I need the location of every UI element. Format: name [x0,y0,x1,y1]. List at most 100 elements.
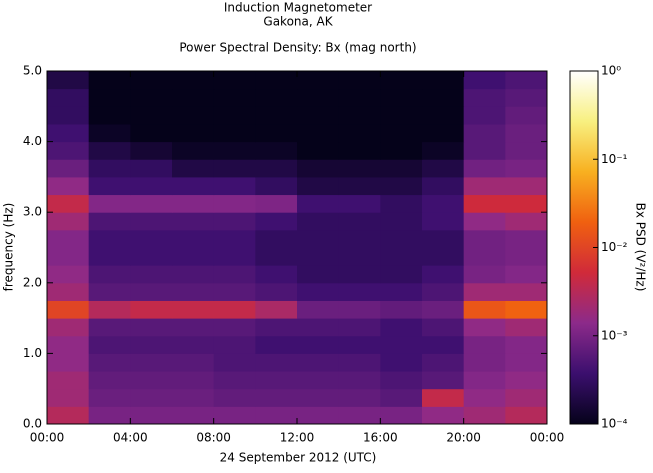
heatmap-cell [213,123,256,143]
heatmap-cell [505,212,548,231]
colorbar-tick-label: 10⁻² [601,240,628,254]
heatmap-cell [422,212,465,231]
heatmap-cell [380,300,423,319]
heatmap-cell [505,141,548,160]
heatmap-cell [463,159,506,178]
heatmap-cell [255,353,298,372]
heatmap-cell [297,123,340,143]
heatmap-cell [505,194,548,213]
heatmap-cell [88,176,131,196]
heatmap-cell [172,388,215,407]
heatmap-cell [422,176,465,196]
chart-title: Induction Magnetometer [224,1,372,15]
heatmap-cell [255,371,298,390]
heatmap-cell [463,106,506,125]
heatmap-cell [338,300,381,319]
heatmap-cell [172,318,215,337]
heatmap-cell [255,406,298,425]
heatmap-cell [297,71,340,90]
heatmap-cell [88,406,131,425]
heatmap-cell [463,212,506,231]
heatmap-cell [47,300,90,319]
y-tick-label: 2.0 [23,275,42,289]
heatmap-cell [422,371,465,390]
heatmap-cell [255,123,298,143]
heatmap-cell [297,406,340,425]
heatmap-cell [505,176,548,196]
heatmap-cell [338,406,381,425]
heatmap-cell [380,282,423,301]
heatmap-cell [380,194,423,213]
heatmap-cell [88,194,131,213]
heatmap-cell [297,106,340,125]
heatmap-cell [130,335,173,354]
heatmap-cell [463,71,506,90]
heatmap-cell [422,106,465,125]
heatmap-cell [130,71,173,90]
heatmap-cell [380,71,423,90]
heatmap-cell [213,318,256,337]
heatmap-cell [297,176,340,196]
heatmap-cell [297,371,340,390]
heatmap-cell [213,159,256,178]
heatmap-cell [297,194,340,213]
heatmap-cell [505,300,548,319]
heatmap-cell [172,335,215,354]
heatmap-cell [130,406,173,425]
x-tick-label: 00:00 [30,431,65,445]
heatmap-cell [380,229,423,248]
x-tick-label: 04:00 [113,431,148,445]
heatmap-cell [422,282,465,301]
heatmap-cell [172,247,215,266]
heatmap-cell [47,388,90,407]
heatmap-cell [172,176,215,196]
heatmap-cell [505,318,548,337]
y-axis-label: frequency (Hz) [2,203,16,292]
heatmap-cell [422,265,465,284]
heatmap-cell [213,106,256,125]
x-tick-label: 12:00 [280,431,315,445]
heatmap-cell [130,212,173,231]
heatmap-cell [88,388,131,407]
heatmap-cell [505,71,548,90]
heatmap-cell [338,88,381,107]
heatmap-cell [255,106,298,125]
heatmap-cell [422,194,465,213]
heatmap-cell [172,229,215,248]
heatmap-cell [88,247,131,266]
heatmap-cell [255,247,298,266]
heatmap-cell [463,176,506,196]
x-tick-label: 16:00 [363,431,398,445]
heatmap-cell [213,282,256,301]
heatmap-cell [380,318,423,337]
heatmap-cell [88,229,131,248]
heatmap-cell [130,265,173,284]
heatmap-cell [47,247,90,266]
heatmap-cell [463,353,506,372]
heatmap-cell [47,318,90,337]
heatmap-cell [463,123,506,143]
y-tick-label: 1.0 [23,346,42,360]
heatmap-cell [130,247,173,266]
heatmap-cell [505,353,548,372]
heatmap-cell [130,194,173,213]
heatmap-cell [130,282,173,301]
heatmap-cell [88,353,131,372]
heatmap-cell [380,88,423,107]
heatmap-cell [463,194,506,213]
colorbar-label: Bx PSD (V²/Hz) [634,203,648,292]
heatmap-cell [297,318,340,337]
heatmap-cell [47,71,90,90]
heatmap-cell [297,212,340,231]
heatmap-cell [505,406,548,425]
heatmap-cell [380,406,423,425]
heatmap-cell [505,282,548,301]
heatmap-cell [422,229,465,248]
heatmap-cell [338,335,381,354]
heatmap-cell [47,159,90,178]
heatmap-cell [463,141,506,160]
heatmap-cell [297,282,340,301]
heatmap-cell [88,318,131,337]
heatmap-cell [130,88,173,107]
heatmap-cell [130,371,173,390]
